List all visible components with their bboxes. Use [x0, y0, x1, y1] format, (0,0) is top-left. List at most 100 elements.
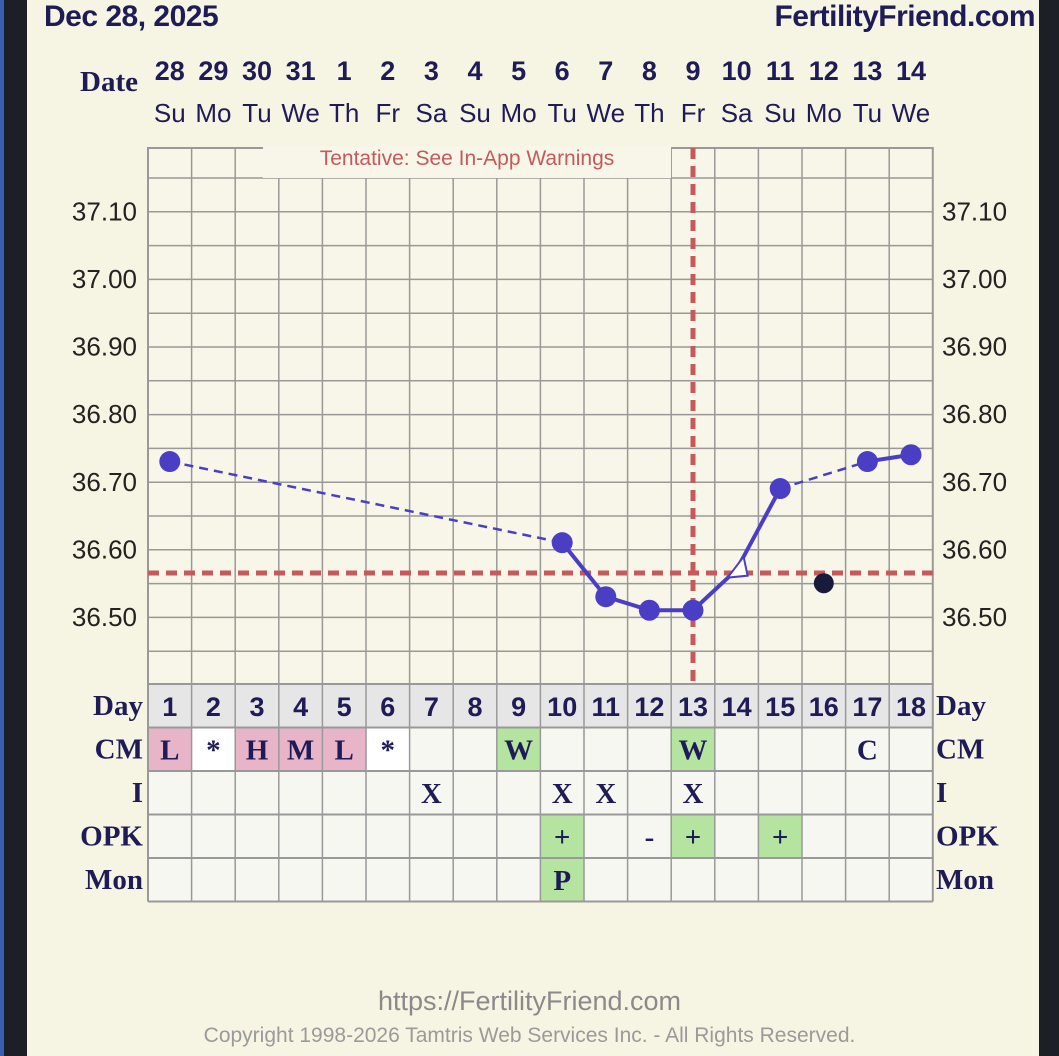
y-tick-label-right: 36.50 — [942, 602, 1007, 632]
y-tick-label-right: 36.80 — [942, 399, 1007, 429]
footer-copyright: Copyright 1998-2026 Tamtris Web Services… — [203, 1024, 856, 1047]
weekday-label: Su — [459, 98, 491, 128]
weekday-label: Th — [329, 98, 359, 128]
row-label-right: Day — [936, 690, 986, 722]
weekday-label: Tu — [853, 98, 882, 128]
cm-value: * — [206, 735, 221, 767]
date-label: 30 — [242, 56, 272, 86]
date-label: 2 — [380, 56, 395, 86]
cycle-day-number: 8 — [467, 692, 482, 722]
cycle-day-number: 7 — [424, 692, 439, 722]
temp-line-segment — [560, 541, 608, 598]
temp-point — [595, 586, 617, 608]
y-tick-label-right: 36.60 — [942, 534, 1007, 564]
weekday-label: Tu — [548, 98, 577, 128]
cycle-day-number: 16 — [809, 692, 839, 722]
monitor-cell-fill — [540, 858, 584, 902]
temp-point — [551, 532, 573, 554]
date-label: 7 — [598, 56, 613, 86]
date-label: 29 — [198, 56, 228, 86]
weekday-label: Sa — [721, 98, 753, 128]
date-label: 4 — [467, 56, 482, 86]
cm-value: C — [857, 735, 878, 767]
intercourse-value: X — [552, 778, 573, 810]
cm-cell-fill — [671, 727, 715, 771]
weekday-label: Mo — [806, 98, 842, 128]
cycle-day-number: 6 — [380, 692, 395, 722]
opk-cell-fill — [671, 814, 715, 858]
window-frame-accent — [0, 0, 4, 1056]
intercourse-value: X — [595, 778, 616, 810]
cycle-day-number: 3 — [249, 692, 264, 722]
row-label-left: OPK — [80, 821, 143, 853]
row-label-right: Mon — [936, 864, 994, 896]
temp-point-discarded — [813, 573, 834, 594]
cm-value: W — [679, 735, 708, 767]
y-tick-label-right: 36.70 — [942, 467, 1007, 497]
row-label-right: CM — [936, 734, 984, 766]
cm-cell-fill — [191, 727, 236, 771]
date-label: 31 — [286, 56, 316, 86]
cm-value: L — [160, 735, 179, 767]
cycle-day-number: 14 — [722, 692, 752, 722]
date-label: 10 — [722, 56, 752, 86]
opk-cell-fill — [758, 814, 802, 858]
y-tick-label-right: 37.10 — [942, 196, 1007, 226]
opk-cell-fill — [540, 814, 584, 858]
cycle-day-number: 15 — [765, 692, 795, 722]
row-label-right: OPK — [936, 821, 999, 853]
cm-value: H — [246, 735, 269, 767]
cm-value: M — [287, 735, 314, 767]
banner-background — [263, 146, 671, 178]
cm-value: W — [504, 735, 533, 767]
y-tick-label-left: 37.10 — [72, 196, 137, 226]
date-label: 3 — [424, 56, 439, 86]
temp-point — [682, 599, 704, 621]
y-tick-label-left: 36.80 — [72, 399, 137, 429]
opk-value: + — [772, 822, 789, 854]
date-label: 12 — [809, 56, 839, 86]
temp-point-open — [725, 554, 749, 579]
site-name: FertilityFriend.com — [774, 0, 1035, 33]
tentative-banner: Tentative: See In-App Warnings — [320, 147, 615, 170]
weekday-label: Fr — [681, 98, 706, 128]
cycle-day-number: 12 — [634, 692, 664, 722]
temp-point — [856, 451, 878, 473]
y-tick-label-right: 36.90 — [942, 332, 1007, 362]
weekday-label: Tu — [242, 98, 271, 128]
cm-cell-fill — [278, 727, 323, 771]
temp-point — [769, 478, 791, 500]
row-label-left: Day — [93, 690, 143, 722]
y-tick-label-right: 37.00 — [942, 264, 1007, 294]
weekday-label: Fr — [376, 98, 401, 128]
intercourse-value: X — [683, 778, 704, 810]
intercourse-value: X — [421, 778, 442, 810]
y-tick-label-left: 36.90 — [72, 332, 137, 362]
opk-value: - — [645, 822, 655, 854]
monitor-value: P — [553, 865, 571, 897]
date-row-label: Date — [80, 66, 138, 98]
cycle-day-number: 18 — [896, 692, 926, 722]
row-label-left: CM — [95, 734, 143, 766]
date-label: 1 — [337, 56, 352, 86]
temp-point — [638, 599, 660, 621]
row-label-right: I — [936, 777, 947, 809]
weekday-label: We — [281, 98, 320, 128]
cm-cell-fill — [235, 727, 279, 771]
date-label: 9 — [685, 56, 700, 86]
date-label: 5 — [511, 56, 526, 86]
date-label: 8 — [642, 56, 657, 86]
cycle-day-number: 1 — [162, 692, 177, 722]
opk-value: + — [554, 822, 571, 854]
temp-point — [159, 451, 181, 473]
temp-line-segment — [779, 460, 868, 490]
footer-url[interactable]: https://FertilityFriend.com — [377, 986, 682, 1016]
date-label: 14 — [896, 56, 926, 86]
cycle-day-number: 4 — [293, 692, 308, 722]
cycle-day-number: 5 — [337, 692, 352, 722]
window-frame-left — [0, 0, 27, 1056]
weekday-label: Su — [154, 98, 186, 128]
cm-cell-fill — [366, 727, 410, 771]
cycle-day-number: 9 — [511, 692, 526, 722]
